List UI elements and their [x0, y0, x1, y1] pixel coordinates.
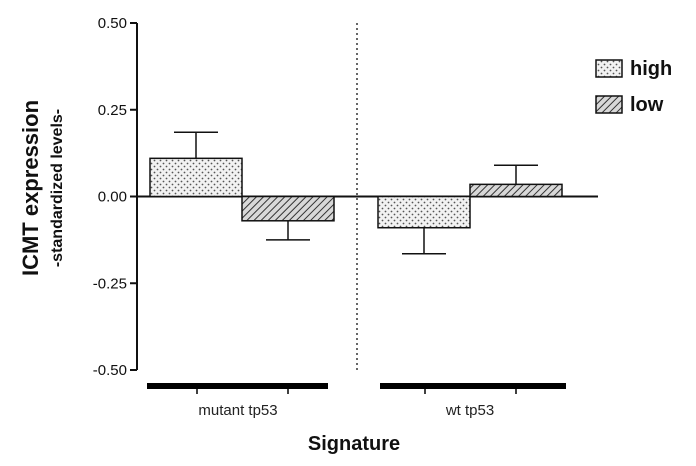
legend-swatch-high	[595, 59, 623, 78]
bar-high	[377, 195, 471, 229]
legend-swatch-low	[595, 95, 623, 114]
bar-low	[469, 183, 563, 198]
x-tick-label: mutant tp53	[198, 402, 277, 419]
bars	[149, 131, 563, 255]
y-axis-label-main: ICMT expression	[18, 100, 43, 276]
y-tick-label: 0.25	[98, 102, 127, 119]
bar-low	[241, 195, 335, 222]
y-tick-label: -0.25	[93, 275, 127, 292]
y-tick-label: 0.00	[98, 189, 127, 206]
axes: 0.50 0.25 0.00 -0.25 -0.50 mutant tp53 wt tp53	[93, 15, 598, 419]
y-tick-label: -0.50	[93, 362, 127, 379]
legend: high low	[595, 58, 672, 116]
y-axis-label-sub: -standardized levels-	[49, 109, 66, 267]
x-axis-label: Signature	[308, 433, 400, 455]
legend-label-high: high	[630, 58, 672, 80]
bar-high	[149, 157, 243, 198]
y-tick-label: 0.50	[98, 15, 127, 32]
x-tick-label: wt tp53	[445, 402, 494, 419]
legend-label-low: low	[630, 94, 664, 116]
